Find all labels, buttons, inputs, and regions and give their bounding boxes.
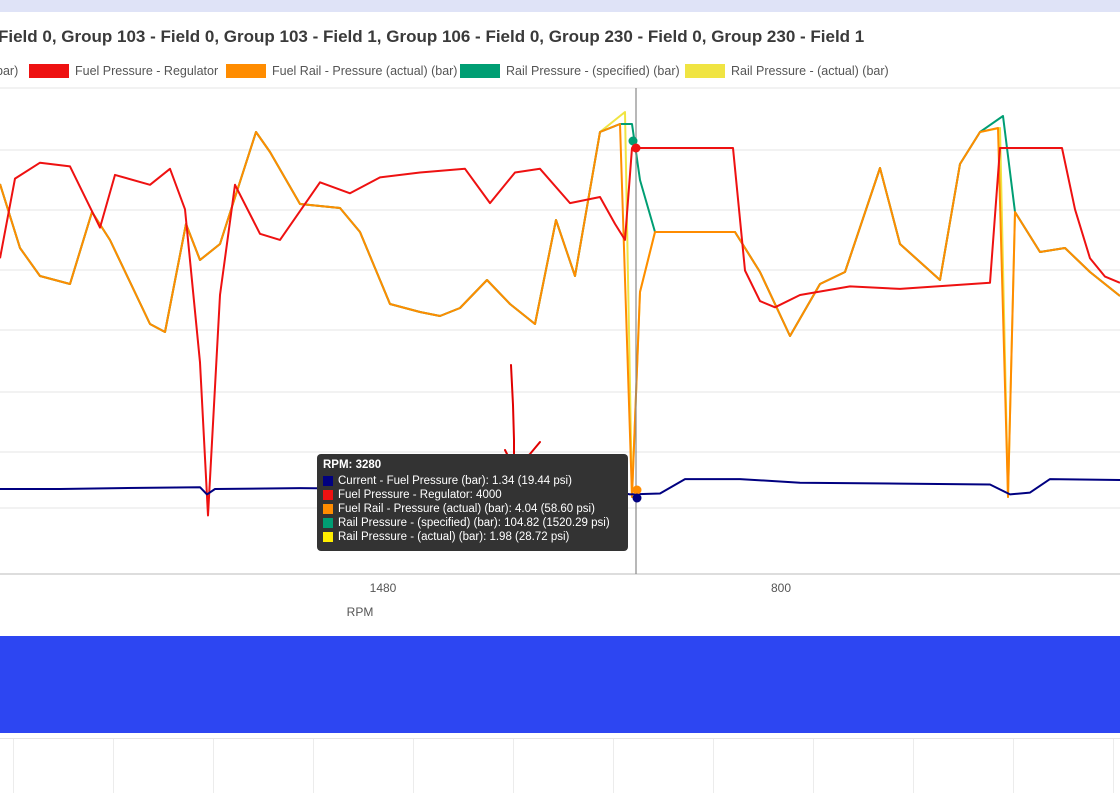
table-column-divider — [313, 739, 314, 793]
tooltip-row-text: Fuel Rail - Pressure (actual) (bar): 4.0… — [338, 503, 595, 515]
chart-plot[interactable] — [0, 0, 1120, 640]
legend-swatch — [29, 64, 69, 78]
top-strip — [0, 0, 1120, 12]
table-column-divider — [213, 739, 214, 793]
table-column-divider — [713, 739, 714, 793]
legend: bar) Fuel Pressure - Regulator Fuel Rail… — [0, 62, 1120, 80]
table-column-divider — [113, 739, 114, 793]
bottom-table-area — [0, 733, 1120, 793]
tooltip-row: Fuel Pressure - Regulator: 4000 — [323, 488, 622, 502]
x-tick-label: 800 — [770, 581, 792, 595]
series-line — [0, 147, 1120, 517]
tooltip-row: Rail Pressure - (actual) (bar): 1.98 (28… — [323, 530, 622, 544]
series-line — [0, 115, 1120, 337]
legend-item-current[interactable]: bar) — [0, 62, 18, 80]
chart-title: Field 0, Group 103 - Field 0, Group 103 … — [0, 27, 865, 46]
tooltip-swatch — [323, 490, 333, 500]
table-column-divider — [1113, 739, 1114, 793]
legend-swatch — [460, 64, 500, 78]
legend-label: Fuel Rail - Pressure (actual) (bar) — [272, 64, 458, 78]
table-column-divider — [913, 739, 914, 793]
tooltip-row-text: Rail Pressure - (actual) (bar): 1.98 (28… — [338, 531, 570, 543]
legend-swatch — [685, 64, 725, 78]
tooltip-swatch — [323, 504, 333, 514]
hover-tooltip: RPM: 3280 Current - Fuel Pressure (bar):… — [317, 454, 628, 551]
legend-item-regulator[interactable]: Fuel Pressure - Regulator — [29, 62, 218, 80]
legend-label: Rail Pressure - (actual) (bar) — [731, 64, 889, 78]
legend-item-rail-specified[interactable]: Rail Pressure - (specified) (bar) — [460, 62, 680, 80]
hover-marker — [632, 485, 642, 495]
tooltip-title: RPM: 3280 — [323, 459, 382, 471]
tooltip-swatch — [323, 518, 333, 528]
tooltip-row-text: Current - Fuel Pressure (bar): 1.34 (19.… — [338, 475, 572, 487]
tooltip-swatch — [323, 476, 333, 486]
series-line — [0, 478, 1120, 496]
tooltip-row-text: Rail Pressure - (specified) (bar): 104.8… — [338, 517, 610, 529]
hover-marker — [632, 493, 642, 503]
series-line — [0, 123, 1120, 498]
tooltip-swatch — [323, 532, 333, 542]
legend-label: Rail Pressure - (specified) (bar) — [506, 64, 680, 78]
tooltip-row: Fuel Rail - Pressure (actual) (bar): 4.0… — [323, 502, 622, 516]
x-axis-label: RPM — [346, 605, 374, 619]
annotation-arrow-shaft — [510, 364, 515, 469]
legend-label: Fuel Pressure - Regulator — [75, 64, 219, 78]
table-column-divider — [1013, 739, 1014, 793]
table-column-divider — [513, 739, 514, 793]
divider — [0, 738, 1120, 739]
table-column-divider — [13, 739, 14, 793]
legend-item-rail-actual[interactable]: Rail Pressure - (actual) (bar) — [685, 62, 889, 80]
hover-marker — [631, 143, 641, 153]
table-column-divider — [813, 739, 814, 793]
table-column-divider — [613, 739, 614, 793]
legend-label: bar) — [0, 64, 19, 78]
table-column-divider — [413, 739, 414, 793]
x-tick-label: 1480 — [369, 581, 397, 595]
tooltip-row-text: Fuel Pressure - Regulator: 4000 — [338, 489, 502, 501]
tooltip-row: Rail Pressure - (specified) (bar): 104.8… — [323, 516, 622, 530]
legend-swatch — [226, 64, 266, 78]
legend-item-fuel-rail-actual[interactable]: Fuel Rail - Pressure (actual) (bar) — [226, 62, 457, 80]
hover-marker — [628, 136, 638, 146]
blue-band — [0, 636, 1120, 733]
tooltip-row: Current - Fuel Pressure (bar): 1.34 (19.… — [323, 474, 622, 488]
